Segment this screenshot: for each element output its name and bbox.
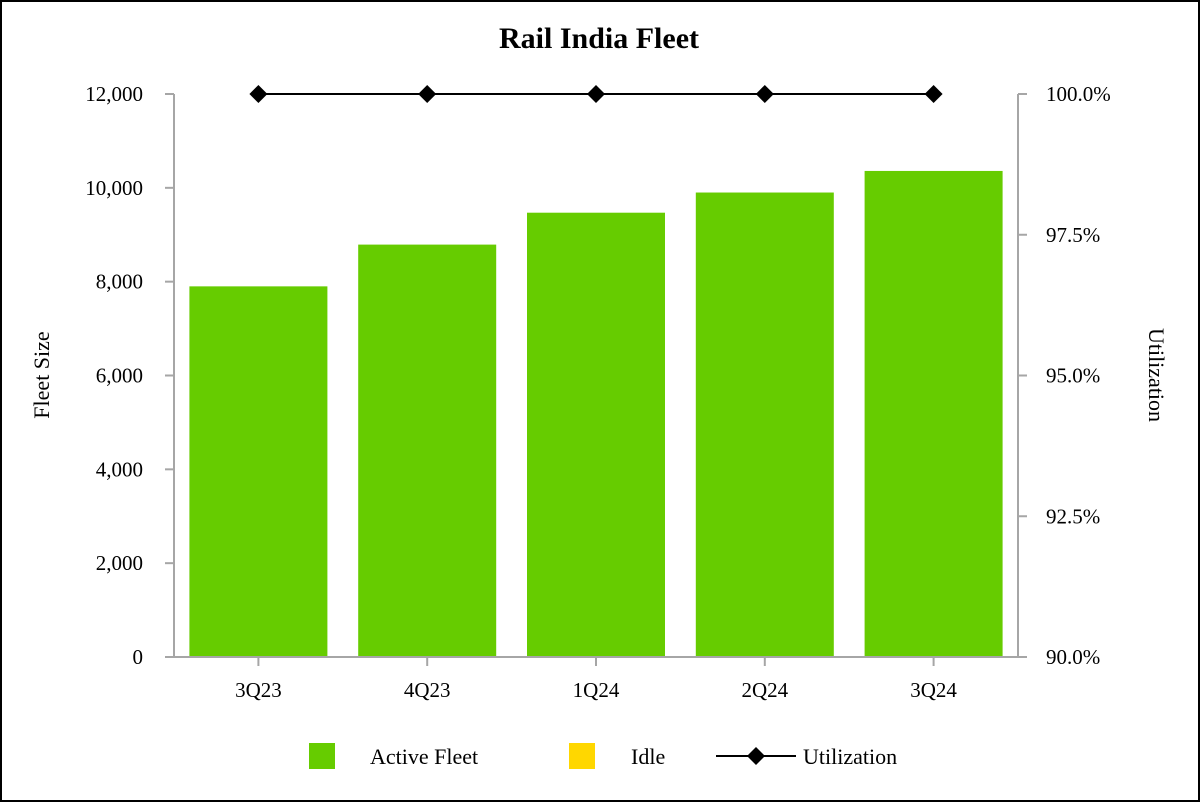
y-tick-label: 8,000: [96, 270, 143, 294]
x-tick-label-1q24: 1Q24: [573, 678, 620, 702]
legend-label-idle: Idle: [631, 744, 665, 769]
y-tick-label: 4,000: [96, 457, 143, 481]
x-tick-label-2q24: 2Q24: [741, 678, 788, 702]
y-tick-label: 6,000: [96, 364, 143, 388]
chart-title: Rail India Fleet: [499, 22, 699, 55]
y-tick-label: 10,000: [85, 176, 143, 200]
utilization-marker-4q23: [418, 85, 437, 103]
bar-active-fleet-3q23: [189, 286, 328, 657]
bar-active-fleet-4q23: [358, 244, 497, 658]
y-tick-label: 0: [133, 645, 144, 669]
bar-active-fleet-3q24: [864, 170, 1003, 657]
y-tick-label: 12,000: [85, 82, 143, 106]
x-tick-label-4q23: 4Q23: [404, 678, 451, 702]
bar-active-fleet-2q24: [695, 192, 834, 657]
x-tick-label-3q23: 3Q23: [235, 678, 282, 702]
y-axis-title: Fleet Size: [29, 331, 54, 418]
bars-layer: [189, 170, 1003, 658]
utilization-line-layer: [249, 85, 943, 103]
axes-layer: 0 2,000 4,000 6,000 8,000 10,000 12,000 90.0% 92…: [85, 82, 1111, 702]
utilization-marker-1q24: [587, 85, 605, 103]
legend-label-utilization: Utilization: [803, 744, 897, 769]
y2-tick-label: 95.0%: [1046, 364, 1100, 388]
utilization-marker-3q24: [924, 85, 943, 103]
x-tick-label-3q24: 3Q24: [910, 678, 957, 702]
legend-swatch-idle: [569, 743, 595, 769]
y2-axis-title: Utilization: [1144, 328, 1169, 422]
utilization-marker-3q23: [249, 85, 268, 103]
y2-tick-label: 100.0%: [1046, 82, 1111, 106]
y2-tick-label: 97.5%: [1046, 223, 1100, 247]
legend: Active Fleet Idle Utilization: [309, 743, 897, 769]
utilization-marker-2q24: [755, 85, 774, 103]
legend-label-active-fleet: Active Fleet: [370, 744, 478, 769]
legend-swatch-active-fleet: [309, 743, 335, 769]
y2-tick-label: 90.0%: [1046, 645, 1100, 669]
y-tick-label: 2,000: [96, 551, 143, 575]
bar-active-fleet-1q24: [527, 212, 665, 658]
y2-tick-label: 92.5%: [1046, 504, 1100, 528]
legend-marker-utilization: [747, 747, 765, 765]
